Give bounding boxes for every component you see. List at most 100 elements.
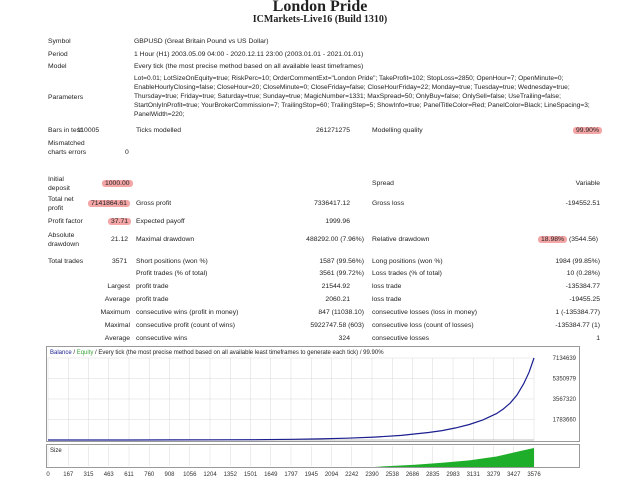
average-loss-value: -19455.25	[569, 296, 600, 303]
x-tick-label: 2538	[386, 472, 400, 478]
relative-drawdown-pct: 18.98%	[538, 236, 568, 243]
x-tick-label: 1797	[284, 472, 298, 478]
max-consecutive-losses-label: consecutive losses (loss in money)	[372, 309, 478, 316]
x-tick-label: 1204	[203, 472, 217, 478]
short-positions-label: Short positions (won %)	[136, 258, 208, 265]
maximal-drawdown-value: 488292.00 (7.96%)	[306, 236, 364, 243]
model-label: Model	[48, 63, 67, 70]
max-consecutive-wins-label: consecutive wins (profit in money)	[136, 309, 239, 316]
maximal-consecutive-loss-label: consecutive loss (count of losses)	[372, 322, 474, 329]
x-tick-label: 1501	[244, 472, 258, 478]
ticks-label: Ticks modelled	[136, 127, 182, 134]
short-positions-value: 1587 (99.56%)	[319, 258, 364, 265]
balance-chart: 7134639 5350979 3567320 1783660 Balance / E…	[46, 346, 580, 442]
x-tick-label: 3131	[467, 472, 481, 478]
initial-deposit-label: Initial deposit	[48, 176, 70, 192]
balance-chart-y-ticks: 7134639 5350979 3567320 1783660	[553, 356, 577, 424]
profit-factor-label: Profit factor	[48, 218, 83, 225]
symbol-label: Symbol	[48, 38, 71, 45]
loss-trades-value: 10 (0.28%)	[566, 270, 600, 277]
bars-value: 110005	[77, 127, 100, 134]
maximal-consecutive-profit-label: consecutive profit (count of wins)	[136, 322, 235, 329]
x-tick-label: 1649	[264, 472, 278, 478]
report-title: London Pride	[272, 0, 368, 15]
x-tick-label: 3279	[487, 472, 501, 478]
y-tick-label: 3567320	[553, 397, 577, 403]
legend-rest: / Every tick (the most precise method ba…	[93, 350, 384, 356]
average-consecutive-losses-label: consecutive losses	[372, 335, 430, 342]
y-tick-label: 5350979	[553, 377, 577, 383]
x-axis-ticks: 0 167 315 463 611 760 908 1056 1204 1352 1501 1649 1…	[46, 472, 541, 478]
largest-profit-value: 21544.92	[321, 283, 350, 290]
x-tick-label: 1352	[224, 472, 238, 478]
expected-payoff-value: 1999.96	[325, 218, 350, 225]
x-tick-label: 2983	[446, 472, 460, 478]
chart-legend: Balance / Equity / Every tick (the most …	[50, 350, 384, 356]
size-series-area	[48, 448, 534, 467]
average-consecutive-wins-value: 324	[338, 335, 350, 342]
gross-profit-value: 7336417.12	[314, 200, 350, 207]
average-profit-label: profit trade	[136, 296, 169, 303]
report-subtitle: ICMarkets-Live16 (Build 1310)	[252, 14, 388, 25]
x-tick-label: 3576	[527, 472, 541, 478]
ticks-value: 261271275	[315, 127, 350, 134]
average-label: Average	[104, 296, 130, 303]
maximal-consecutive-profit-value: 5922747.58 (603)	[310, 322, 364, 329]
x-tick-label: 2390	[365, 472, 379, 478]
x-tick-label: 0	[46, 472, 50, 478]
x-tick-label: 2835	[426, 472, 440, 478]
balance-chart-grid	[47, 357, 535, 440]
long-positions-label: Long positions (won %)	[372, 258, 443, 265]
relative-drawdown-value: (3544.56)	[568, 236, 599, 243]
expected-payoff-label: Expected payoff	[136, 218, 185, 225]
profit-factor-value: 37.71	[108, 218, 132, 225]
period-label: Period	[48, 51, 68, 58]
x-tick-label: 315	[83, 472, 94, 478]
maximal-drawdown-label: Maximal drawdown	[136, 236, 195, 243]
period-value: 1 Hour (H1) 2003.05.09 04:00 - 2020.12.1…	[134, 51, 364, 58]
quality-value: 99.90%	[572, 127, 602, 134]
x-tick-label: 3427	[507, 472, 521, 478]
size-label: Size	[50, 448, 62, 454]
legend-balance: Balance	[50, 350, 72, 356]
relative-drawdown-label: Relative drawdown	[372, 236, 430, 243]
maximum-label: Maximum	[100, 309, 130, 316]
model-value: Every tick (the most precise method base…	[134, 63, 364, 70]
y-tick-label: 1783660	[553, 418, 577, 424]
largest-label: Largest	[107, 283, 130, 290]
spread-value: Variable	[575, 180, 600, 187]
total-trades-label: Total trades	[48, 258, 84, 265]
x-tick-label: 611	[124, 472, 134, 478]
largest-profit-label: profit trade	[136, 283, 169, 290]
net-profit-value: 7141864.61	[88, 200, 130, 207]
mismatched-label: Mismatched charts errors	[48, 140, 87, 156]
balance-series-line	[48, 357, 535, 441]
gross-loss-label: Gross loss	[372, 200, 405, 207]
average-consecutive-losses-value: 1	[596, 335, 600, 342]
absolute-drawdown-label: Absolute drawdown	[48, 232, 79, 248]
average-profit-value: 2060.21	[325, 296, 350, 303]
bars-label: Bars in test	[48, 127, 82, 134]
x-axis: 0 167 315 463 611 760 908 1056 1204 1352 1501 1649 1…	[46, 472, 541, 478]
maximal-consecutive-loss-value: -135384.77 (1)	[555, 322, 600, 329]
x-tick-label: 760	[144, 472, 155, 478]
x-tick-label: 908	[164, 472, 175, 478]
size-chart-frame	[46, 444, 580, 468]
x-tick-label: 1056	[183, 472, 197, 478]
long-positions-value: 1984 (99.85%)	[555, 258, 600, 265]
legend-equity: Equity	[77, 350, 94, 356]
profit-trades-value: 3561 (99.72%)	[319, 270, 364, 277]
x-tick-label: 2094	[325, 472, 339, 478]
y-tick-label: 7134639	[553, 356, 577, 362]
x-tick-label: 167	[63, 472, 74, 478]
spread-label: Spread	[372, 180, 394, 187]
parameters-value: Lot=0.01; LotSizeOnEquity=true; RiskPerc…	[134, 75, 590, 118]
x-tick-label: 463	[104, 472, 115, 478]
average-consecutive-label: Average	[104, 335, 130, 342]
average-consecutive-wins-label: consecutive wins	[136, 335, 188, 342]
absolute-drawdown-value: 21.12	[111, 236, 129, 243]
size-chart: Size	[46, 444, 580, 468]
loss-trades-label: Loss trades (% of total)	[372, 270, 442, 277]
gross-loss-value: -194552.51	[565, 200, 600, 207]
x-tick-label: 2242	[345, 472, 359, 478]
